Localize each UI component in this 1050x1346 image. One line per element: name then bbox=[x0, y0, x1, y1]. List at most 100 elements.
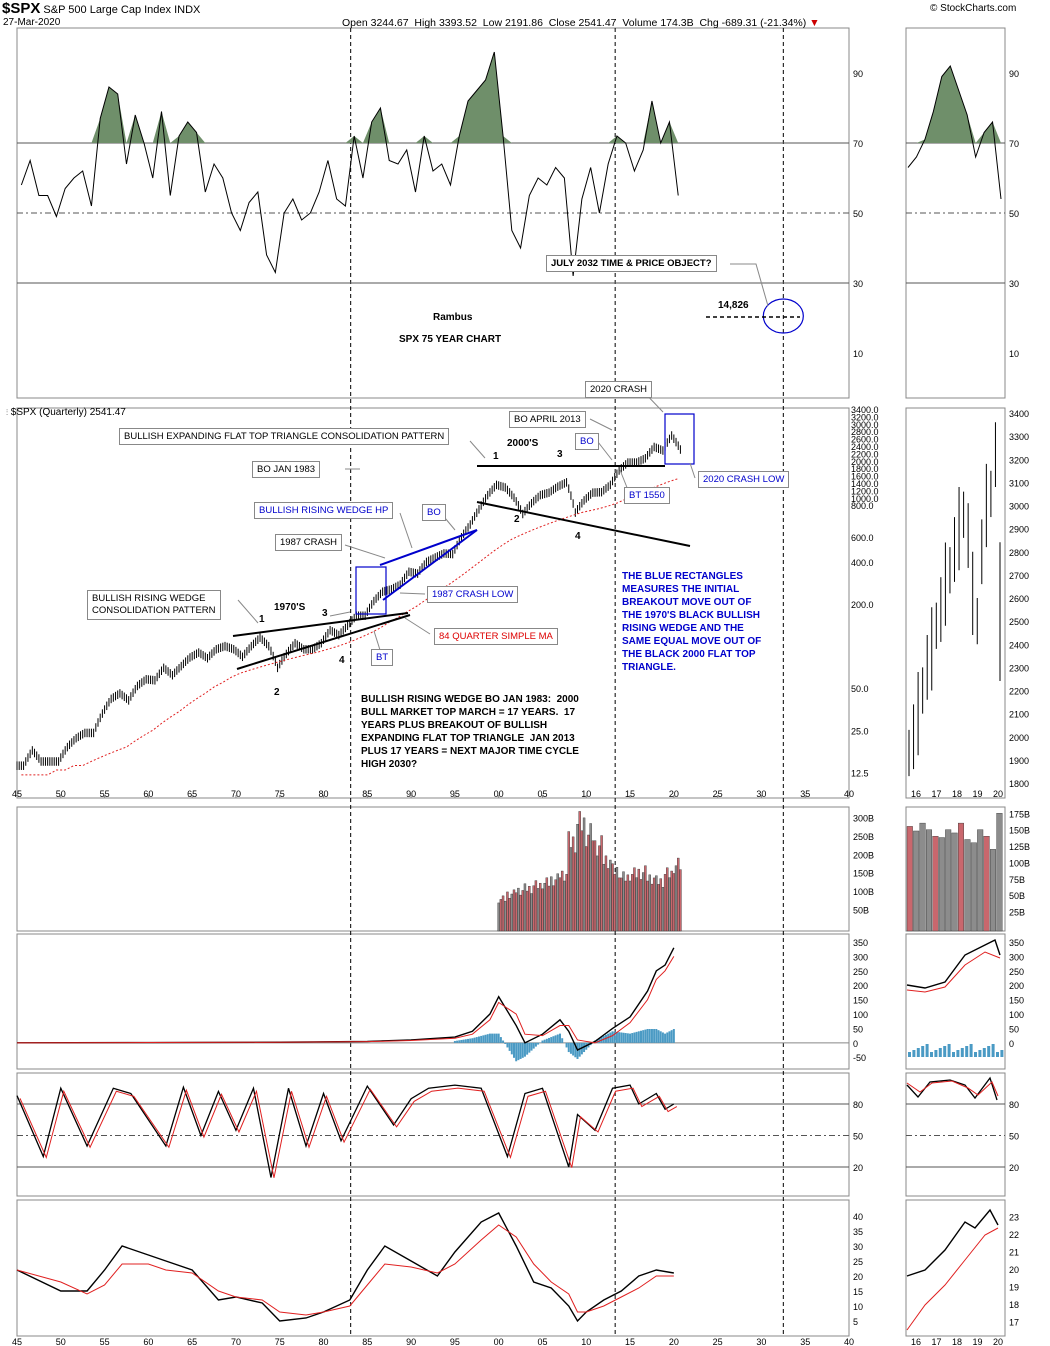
macd-hist-bar bbox=[620, 1032, 623, 1043]
volume-bar bbox=[565, 874, 568, 932]
macd-hist-bar bbox=[574, 1042, 577, 1058]
price-inset-y-tick: 2300 bbox=[1009, 663, 1029, 673]
macd-inset-hist bbox=[912, 1050, 916, 1057]
copyright: © StockCharts.com bbox=[930, 3, 1017, 14]
rsi-inset-fill bbox=[908, 66, 1001, 143]
price-inset-y-tick: 2400 bbox=[1009, 640, 1029, 650]
volume-bar bbox=[598, 845, 601, 932]
anno-2000s: 2000'S bbox=[507, 438, 539, 449]
volume-bar bbox=[679, 869, 682, 932]
adx-inset-y-tick: 17 bbox=[1009, 1317, 1019, 1327]
down-arrow-icon: ▼ bbox=[809, 17, 820, 29]
volume-bar bbox=[622, 871, 625, 932]
adx-y-tick: 5 bbox=[853, 1317, 858, 1327]
wedge-1970-bottom bbox=[236, 614, 411, 670]
macd-y-tick: 300 bbox=[853, 952, 868, 962]
macd-inset-y-tick: 50 bbox=[1009, 1024, 1019, 1034]
volume-inset-bar bbox=[983, 836, 990, 932]
macd-hist-bar bbox=[622, 1032, 625, 1043]
macd-inset-hist bbox=[916, 1048, 920, 1057]
adx-y-tick: 25 bbox=[853, 1257, 863, 1267]
pivot-label: 4 bbox=[339, 655, 345, 666]
volume-bar bbox=[560, 870, 564, 932]
macd-hist-bar bbox=[458, 1040, 461, 1043]
volume-bar bbox=[659, 878, 662, 932]
macd-hist-bar bbox=[504, 1042, 507, 1044]
anno-bt: BT bbox=[371, 649, 394, 666]
macd-hist-bar bbox=[624, 1033, 627, 1043]
macd-hist-bar bbox=[661, 1032, 664, 1043]
inset-x-label: 19 bbox=[972, 789, 982, 799]
macd-hist-bar bbox=[578, 1042, 581, 1057]
vol-inset-y-tick: 150B bbox=[1009, 826, 1030, 836]
macd-hist-bar bbox=[618, 1032, 621, 1043]
macd-hist-bar bbox=[631, 1033, 634, 1043]
volume-inset-bar bbox=[945, 829, 952, 932]
macd-hist-bar bbox=[482, 1035, 485, 1043]
macd-hist-bar bbox=[484, 1034, 487, 1043]
anno-time-cycle-note: BULLISH RISING WEDGE BO JAN 1983: 2000 B… bbox=[361, 694, 579, 770]
macd-hist-bar bbox=[565, 1042, 568, 1048]
vol-inset-y-tick: 100B bbox=[1009, 858, 1030, 868]
price-inset-y-tick: 2800 bbox=[1009, 548, 1029, 558]
anno-july-2032: JULY 2032 TIME & PRICE OBJECT? bbox=[546, 255, 717, 272]
macd-y-tick: 100 bbox=[853, 1010, 868, 1020]
volume-bar bbox=[663, 874, 667, 932]
macd-inset-hist bbox=[996, 1052, 999, 1057]
macd-inset-hist bbox=[960, 1048, 964, 1057]
macd-inset-hist bbox=[921, 1046, 925, 1057]
macd-hist-bar bbox=[567, 1042, 570, 1053]
x-tick-label-price: 25 bbox=[713, 789, 723, 799]
x-tick-label-price: 90 bbox=[406, 789, 416, 799]
callout-leader bbox=[373, 630, 381, 651]
anno-2020-crash-low: 2020 CRASH LOW bbox=[698, 471, 790, 488]
macd-hist-bar bbox=[655, 1029, 658, 1043]
price-inset-y-tick: 3100 bbox=[1009, 478, 1029, 488]
macd-inset-hist bbox=[1000, 1050, 1004, 1057]
macd-hist-bar bbox=[558, 1033, 561, 1043]
pivot-label: 4 bbox=[575, 531, 581, 542]
x-tick-label-price: 15 bbox=[625, 789, 635, 799]
vol-inset-y-tick: 25B bbox=[1009, 908, 1025, 918]
price-inset-y-tick: 3400 bbox=[1009, 409, 1029, 419]
open-label: Open bbox=[342, 17, 368, 29]
macd-hist-bar bbox=[532, 1042, 535, 1049]
macd-hist-bar bbox=[488, 1033, 491, 1043]
volume-bar bbox=[536, 888, 540, 932]
macd-hist-bar bbox=[545, 1038, 548, 1043]
panel-frame-5 bbox=[16, 1199, 850, 1337]
macd-hist-bar bbox=[648, 1029, 651, 1043]
macd-hist-bar bbox=[626, 1033, 629, 1043]
volume-bar bbox=[508, 898, 511, 932]
anno-2020-crash: 2020 CRASH bbox=[585, 381, 653, 398]
volume-bar bbox=[666, 867, 669, 932]
legend-bar-icon: ⫶ bbox=[6, 408, 8, 417]
volume-bar bbox=[504, 900, 507, 932]
price-inset-y-tick: 1900 bbox=[1009, 756, 1029, 766]
volume-bar bbox=[558, 877, 562, 932]
price-inset-y-tick: 2500 bbox=[1009, 617, 1029, 627]
anno-1987-crash: 1987 CRASH bbox=[275, 534, 343, 551]
x-tick-label-bottom: 00 bbox=[494, 1337, 504, 1346]
macd-y-tick: 350 bbox=[853, 938, 868, 948]
macd-inset-y-tick: 300 bbox=[1009, 952, 1024, 962]
x-tick-label-bottom: 40 bbox=[844, 1337, 854, 1346]
x-tick-label-price: 85 bbox=[362, 789, 372, 799]
macd-hist-bar bbox=[508, 1042, 511, 1051]
volume-bar bbox=[567, 831, 570, 932]
price-y-tick: 50.0 bbox=[851, 684, 869, 694]
macd-y-tick: 200 bbox=[853, 981, 868, 991]
vol-inset-y-tick: 125B bbox=[1009, 842, 1030, 852]
inset-x-label: 16 bbox=[911, 789, 921, 799]
price-y-tick: 2800.0 bbox=[851, 427, 879, 437]
macd-hist-bar bbox=[499, 1037, 502, 1043]
volume-bar bbox=[600, 835, 603, 932]
volume-bar bbox=[539, 882, 542, 932]
volume-bar bbox=[534, 880, 538, 932]
anno-bo-april-2013: BO APRIL 2013 bbox=[509, 411, 586, 428]
macd-inset-hist bbox=[982, 1048, 986, 1057]
callout-leader bbox=[589, 418, 613, 431]
macd-hist-bar bbox=[609, 1032, 612, 1043]
x-tick-label-price: 00 bbox=[494, 789, 504, 799]
